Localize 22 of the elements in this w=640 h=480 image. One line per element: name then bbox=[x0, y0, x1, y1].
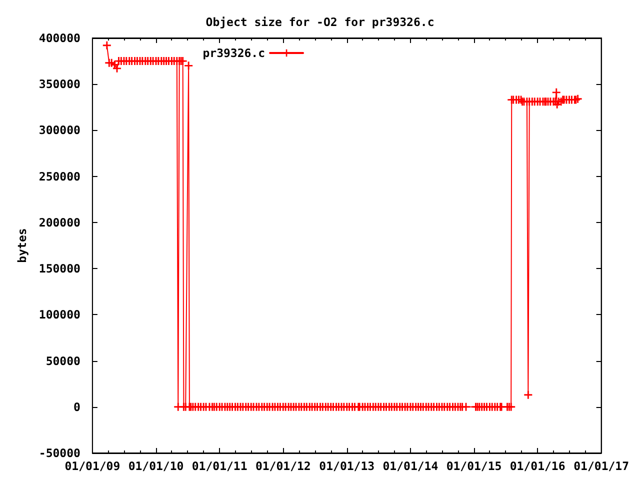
x-tick-label: 01/01/14 bbox=[382, 459, 438, 473]
y-tick-label: 350000 bbox=[38, 77, 81, 92]
x-tick-label: 01/01/17 bbox=[574, 459, 630, 473]
y-tick-label: -50000 bbox=[38, 446, 81, 460]
y-tick-label: 400000 bbox=[38, 31, 81, 45]
y-tick-label: 300000 bbox=[38, 123, 81, 138]
x-tick-label: 01/01/15 bbox=[446, 459, 502, 473]
legend-label: pr39326.c bbox=[202, 46, 266, 60]
x-tick-label: 01/01/10 bbox=[128, 459, 184, 473]
x-tick-label: 01/01/09 bbox=[64, 459, 120, 473]
y-tick-label: 0 bbox=[74, 400, 81, 414]
y-tick-label: 200000 bbox=[38, 215, 81, 230]
y-tick-label: 50000 bbox=[46, 354, 81, 368]
y-tick-label: 100000 bbox=[38, 308, 81, 322]
x-tick-label: 01/01/12 bbox=[255, 459, 311, 473]
x-tick-label: 01/01/16 bbox=[510, 459, 566, 473]
x-tick-label: 01/01/13 bbox=[319, 459, 375, 473]
x-tick-label: 01/01/11 bbox=[192, 459, 248, 473]
y-tick-label: 250000 bbox=[38, 169, 81, 184]
y-tick-label: 150000 bbox=[38, 262, 81, 276]
y-axis-title: bytes bbox=[15, 228, 29, 263]
chart-title: Object size for -O2 for pr39326.c bbox=[206, 15, 434, 29]
